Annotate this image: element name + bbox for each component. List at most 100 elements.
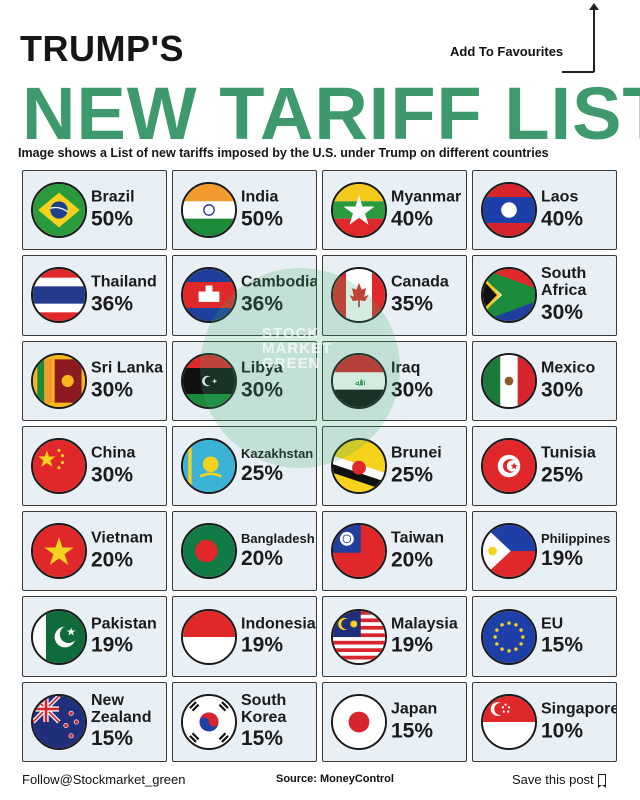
tariff-card-japan: Japan 15% (322, 681, 467, 762)
india-flag-icon (181, 182, 237, 239)
tariff-info: Indonesia 19% (241, 615, 316, 657)
tariff-info: Japan 15% (391, 701, 437, 742)
tariff-info: Iraq 30% (391, 359, 434, 402)
tariff-info: Thailand 36% (91, 274, 157, 316)
thailand-flag-icon (31, 267, 87, 324)
source-credit: Source: MoneyControl (276, 773, 394, 785)
country-name: Kazakhstan (241, 446, 314, 462)
kazakhstan-flag-icon (181, 437, 237, 494)
country-name: Brazil (91, 188, 135, 206)
tariff-info: South Korea 15% (241, 692, 311, 751)
tariff-info: Bangladesh 20% (241, 532, 315, 570)
country-name: Malaysia (391, 615, 458, 633)
tariff-card-new-zealand: New Zealand 15% (22, 681, 167, 762)
tariff-rate: 10% (541, 719, 584, 743)
tariff-rate: 30% (391, 378, 434, 402)
tariff-card-myanmar: Myanmar 40% (322, 170, 467, 251)
eu-flag-icon (481, 608, 537, 665)
brunei-flag-icon (331, 437, 387, 494)
country-name: Pakistan (91, 615, 157, 633)
tariff-rate: 40% (391, 207, 434, 231)
tariff-info: Canada 35% (391, 274, 449, 316)
tariff-card-indonesia: Indonesia 19% (172, 596, 317, 677)
country-name: Taiwan (391, 529, 445, 547)
country-name: Mexico (541, 359, 596, 377)
country-name: India (241, 188, 279, 206)
tariff-card-bangladesh: Bangladesh 20% (172, 511, 317, 592)
tariff-card-mexico: Mexico 30% (472, 340, 617, 421)
country-name: Myanmar (391, 188, 462, 206)
arrow-line-vertical (593, 8, 595, 72)
tariff-info: China 30% (91, 444, 136, 487)
save-post-button[interactable]: Save this post (512, 772, 606, 788)
tariff-card-tunisia: Tunisia 25% (472, 425, 617, 507)
country-name: Laos (541, 188, 579, 206)
tariff-info: Myanmar 40% (391, 188, 462, 231)
singapore-flag-icon (481, 693, 537, 750)
tariff-info: Sri Lanka 30% (91, 359, 164, 401)
brazil-flag-icon (31, 182, 87, 239)
tariff-info: Laos 40% (541, 188, 583, 231)
tariff-rate: 15% (91, 727, 134, 751)
tariff-card-sri-lanka: Sri Lanka 30% (22, 340, 167, 421)
tariff-rate: 50% (241, 207, 284, 231)
tariff-rate: 15% (241, 727, 284, 751)
add-to-favourites-link[interactable]: Add To Favourites (450, 44, 564, 59)
country-name: Singapore (541, 700, 617, 718)
tariff-rate: 25% (391, 463, 434, 487)
country-name: South Korea (241, 692, 287, 726)
tariff-info: Singapore 10% (541, 700, 617, 743)
tariff-info: EU 15% (541, 615, 584, 657)
indonesia-flag-icon (181, 608, 237, 665)
title-top: TRUMP'S (20, 28, 185, 69)
tariff-card-india: India 50% (172, 170, 317, 251)
malaysia-flag-icon (331, 608, 387, 665)
libya-flag-icon (181, 352, 237, 409)
tariff-card-philippines: Philippines 19% (472, 511, 617, 592)
iraq-flag-icon: اﷲ (331, 352, 387, 409)
tariff-info: Vietnam 20% (91, 530, 153, 572)
tariff-rate: 15% (541, 633, 584, 657)
tariff-info: Cambodia 36% (241, 274, 317, 316)
tariff-rate: 36% (91, 292, 134, 316)
bangladesh-flag-icon (181, 523, 237, 580)
country-name: Libya (241, 359, 283, 377)
china-flag-icon (31, 437, 87, 494)
tariff-info: South Africa 30% (541, 265, 611, 325)
tariff-info: Philippines 19% (541, 532, 610, 570)
tariff-info: New Zealand 15% (91, 692, 161, 751)
sri-lanka-flag-icon (31, 352, 87, 409)
tunisia-flag-icon (481, 437, 537, 494)
new-zealand-flag-icon (31, 693, 87, 750)
tariff-rate: 25% (541, 463, 584, 487)
tariff-info: Pakistan 19% (91, 615, 157, 657)
country-name: Iraq (391, 359, 421, 377)
country-name: Cambodia (241, 274, 317, 291)
country-name: South Africa (541, 265, 587, 300)
tariff-card-thailand: Thailand 36% (22, 255, 167, 336)
country-name: Thailand (91, 274, 157, 291)
pakistan-flag-icon (31, 608, 87, 665)
tariff-card-brazil: Brazil 50% (22, 170, 167, 251)
country-name: Sri Lanka (91, 359, 164, 377)
philippines-flag-icon (481, 523, 537, 580)
country-name: Indonesia (241, 615, 316, 633)
tariff-rate: 20% (391, 548, 434, 572)
save-post-label: Save this post (512, 772, 594, 787)
tariff-rate: 19% (391, 633, 434, 657)
tariff-rate: 19% (241, 633, 284, 657)
tariff-rate: 35% (391, 292, 434, 316)
tariff-rate: 19% (91, 633, 134, 657)
country-name: Japan (391, 700, 438, 718)
country-name: China (91, 444, 136, 462)
south-korea-flag-icon (181, 693, 237, 750)
follow-link[interactable]: Follow@Stockmarket_green (22, 772, 186, 787)
japan-flag-icon (331, 693, 387, 750)
cambodia-flag-icon (181, 267, 237, 324)
tariff-card-eu: EU 15% (472, 596, 617, 677)
tariff-rate: 20% (241, 547, 284, 571)
tariff-grid: Brazil 50% India 50% Myanmar 40% Laos 40% Thaila… (22, 170, 617, 762)
tariff-rate: 19% (541, 547, 584, 571)
myanmar-flag-icon (331, 182, 387, 239)
tariff-card-vietnam: Vietnam 20% (22, 511, 167, 592)
